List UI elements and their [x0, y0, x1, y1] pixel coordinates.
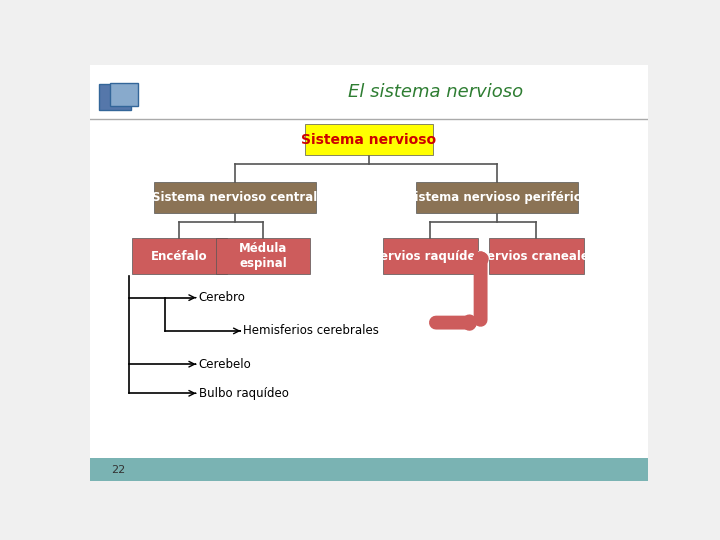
Text: 22: 22 — [111, 465, 125, 475]
FancyBboxPatch shape — [132, 238, 227, 274]
FancyBboxPatch shape — [99, 84, 131, 110]
Text: Nervios craneales: Nervios craneales — [477, 249, 596, 262]
Text: Cerebelo: Cerebelo — [199, 357, 251, 370]
Text: Sistema nervioso: Sistema nervioso — [302, 133, 436, 147]
Text: Hemisferios cerebrales: Hemisferios cerebrales — [243, 325, 379, 338]
Text: Sistema nervioso central: Sistema nervioso central — [153, 191, 318, 204]
Text: Cerebro: Cerebro — [199, 291, 246, 304]
Text: Médula
espinal: Médula espinal — [239, 242, 287, 270]
Text: El sistema nervioso: El sistema nervioso — [348, 83, 523, 101]
FancyBboxPatch shape — [416, 183, 578, 213]
Text: Bulbo raquídeo: Bulbo raquídeo — [199, 387, 289, 400]
FancyBboxPatch shape — [305, 124, 433, 155]
FancyBboxPatch shape — [90, 65, 648, 119]
FancyBboxPatch shape — [154, 183, 316, 213]
FancyBboxPatch shape — [215, 238, 310, 274]
FancyArrowPatch shape — [480, 258, 482, 320]
FancyBboxPatch shape — [90, 458, 648, 481]
Text: Nervios raquídeos: Nervios raquídeos — [370, 249, 490, 262]
FancyBboxPatch shape — [383, 238, 478, 274]
Text: Sistema nervioso periférico: Sistema nervioso periférico — [406, 191, 589, 204]
FancyBboxPatch shape — [90, 119, 648, 458]
FancyBboxPatch shape — [489, 238, 584, 274]
FancyBboxPatch shape — [109, 83, 138, 105]
Text: Encéfalo: Encéfalo — [151, 249, 207, 262]
FancyArrowPatch shape — [436, 321, 470, 324]
